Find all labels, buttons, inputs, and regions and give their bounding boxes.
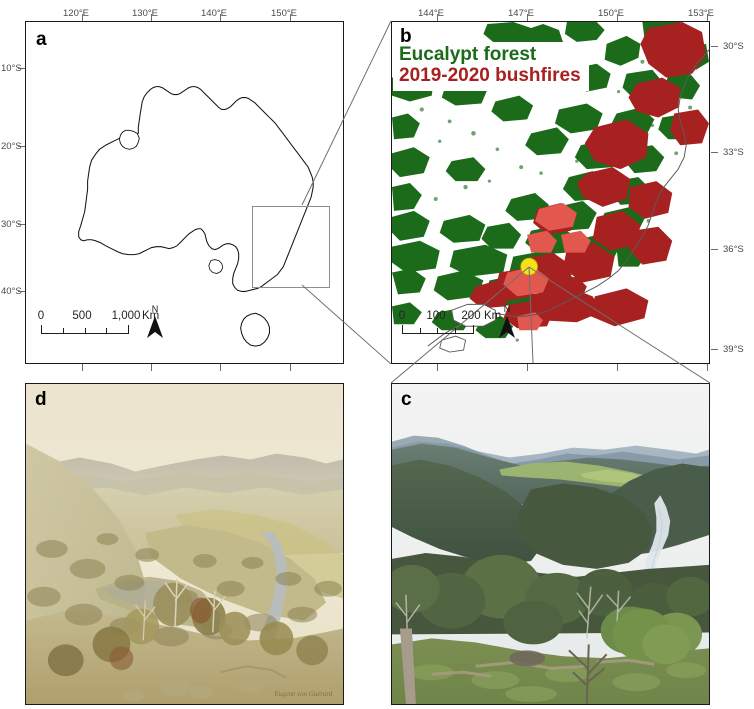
- panel-a-australia-map[interactable]: a 0 500 1,000 Km N: [25, 21, 344, 364]
- scalebar-b-tick-2: [437, 328, 439, 334]
- lon-tick-a-130e: 130°E: [132, 8, 158, 19]
- lon-tickmark-a-b4: [290, 364, 291, 371]
- photo-dead-trees: [395, 586, 632, 651]
- lon-tickmark-a-b2: [151, 364, 152, 371]
- north-arrow-b-label: N: [503, 304, 511, 314]
- north-arrow-icon: [499, 316, 515, 338]
- study-site-marker: [520, 257, 538, 276]
- lon-tick-a-140e: 140°E: [201, 8, 227, 19]
- panel-b-north-arrow: N: [496, 305, 518, 339]
- panel-d-historical-painting[interactable]: Eugene von Guérard d: [25, 383, 344, 705]
- lat-tickmark-a-1: [18, 68, 25, 69]
- painting-boulders: [122, 679, 264, 703]
- north-arrow-a-label: N: [151, 304, 159, 314]
- lat-tickmark-a-3: [18, 224, 25, 225]
- lon-tickmark-a-4: [290, 14, 291, 21]
- scalebar-a-tick-3: [106, 328, 108, 334]
- bay-detail-path: [208, 259, 224, 274]
- gulf-detail-path: [118, 129, 140, 150]
- painting-signature: Eugene von Guérard: [273, 690, 332, 698]
- panel-a-scalebar-labels: 0 500 1,000 Km: [37, 310, 159, 324]
- inset-region-rectangle: [252, 206, 330, 288]
- grass-texture: [409, 662, 707, 703]
- scalebar-b-label-100: 100: [426, 310, 446, 322]
- panel-a-north-arrow: N: [144, 305, 166, 339]
- lon-tickmark-b-1: [437, 14, 438, 21]
- lon-tickmark-a-3: [220, 14, 221, 21]
- scalebar-a-tick-1: [63, 328, 65, 334]
- lat-tick-b-36s: 36°S: [723, 244, 744, 255]
- panel-d-letter: d: [35, 389, 47, 410]
- lat-tickmark-b-2: [711, 152, 718, 153]
- log-pile: [509, 650, 546, 667]
- lon-tickmark-a-2: [151, 14, 152, 21]
- panel-b-letter: b: [400, 26, 412, 47]
- lon-tickmark-b-b4: [707, 364, 708, 371]
- lon-tickmark-b-b1: [437, 364, 438, 371]
- lon-tick-b-153e: 153°E: [688, 8, 714, 19]
- scalebar-a-tick-2: [85, 328, 87, 334]
- scalebar-b-tick-3: [455, 328, 457, 334]
- scalebar-a-tick-0: [41, 325, 43, 334]
- scalebar-a-label-0: 0: [37, 310, 45, 322]
- photograph-svg: [392, 384, 709, 704]
- lat-tick-a-20s: 20°S: [1, 141, 22, 152]
- scalebar-b-tick-4: [473, 325, 475, 334]
- scalebar-b-tick-1: [420, 328, 422, 334]
- lon-tick-b-144e: 144°E: [418, 8, 444, 19]
- lat-tick-a-30s: 30°S: [1, 219, 22, 230]
- lon-tickmark-a-b3: [220, 364, 221, 371]
- painting-foreground-trees: [47, 578, 329, 677]
- legend-item-eucalypt-forest: Eucalypt forest: [399, 44, 537, 65]
- lon-tickmark-b-b3: [617, 364, 618, 371]
- tasmania-path: [240, 312, 270, 347]
- scalebar-a-label-1000: 1,000: [111, 310, 141, 322]
- north-arrow-icon: [147, 316, 163, 338]
- scalebar-b-tick-0: [402, 325, 404, 334]
- lon-tickmark-a-1: [82, 14, 83, 21]
- panel-a-letter: a: [36, 29, 47, 50]
- panel-b-bushfire-map[interactable]: Eucalypt forest 2019-2020 bushfires b 0 …: [391, 21, 710, 364]
- lat-tick-a-40s: 40°S: [1, 286, 22, 297]
- lon-tickmark-b-b2: [527, 364, 528, 371]
- lat-tick-b-39s: 39°S: [723, 344, 744, 355]
- dead-tree-trunk-left: [399, 628, 416, 704]
- lon-tickmark-b-2: [527, 14, 528, 21]
- lon-tick-a-120e: 120°E: [63, 8, 89, 19]
- panel-b-legend: Eucalypt forest 2019-2020 bushfires: [393, 42, 589, 91]
- scalebar-a-label-500: 500: [72, 310, 92, 322]
- panel-c-modern-photograph[interactable]: c: [391, 383, 710, 705]
- painting-svg: Eugene von Guérard: [26, 384, 343, 704]
- lat-tick-a-10s: 10°S: [1, 63, 22, 74]
- river-path: [644, 495, 671, 643]
- lat-tick-b-30s: 30°S: [723, 41, 744, 52]
- lat-tickmark-a-4: [18, 291, 25, 292]
- painting-fallen-log: [220, 665, 287, 680]
- australia-coastline-svg: [78, 86, 314, 347]
- lat-tickmark-b-3: [711, 249, 718, 250]
- lon-tickmark-b-3: [617, 14, 618, 21]
- lat-tickmark-b-1: [711, 46, 718, 47]
- lon-tickmark-a-b1: [82, 364, 83, 371]
- lon-tick-b-150e: 150°E: [598, 8, 624, 19]
- lon-tick-a-150e: 150°E: [271, 8, 297, 19]
- foreground-shrub-right: [612, 608, 691, 665]
- scalebar-b-label-0: 0: [398, 310, 406, 322]
- panel-a-scalebar-bar: [38, 325, 158, 334]
- panel-c-letter: c: [401, 389, 412, 410]
- legend-item-bushfires: 2019-2020 bushfires: [399, 65, 581, 87]
- scalebar-a-tick-4: [128, 325, 130, 334]
- foreground-sapling: [568, 644, 608, 704]
- panel-a-scalebar: 0 500 1,000 Km: [37, 310, 159, 334]
- lat-tick-b-33s: 33°S: [723, 147, 744, 158]
- lat-tickmark-b-4: [711, 349, 718, 350]
- lon-tickmark-b-4: [707, 14, 708, 21]
- scalebar-b-label-200: 200: [461, 310, 481, 322]
- lat-tickmark-a-2: [18, 146, 25, 147]
- scalebar-a-baseline: [41, 332, 128, 334]
- lon-tick-b-147e: 147°E: [508, 8, 534, 19]
